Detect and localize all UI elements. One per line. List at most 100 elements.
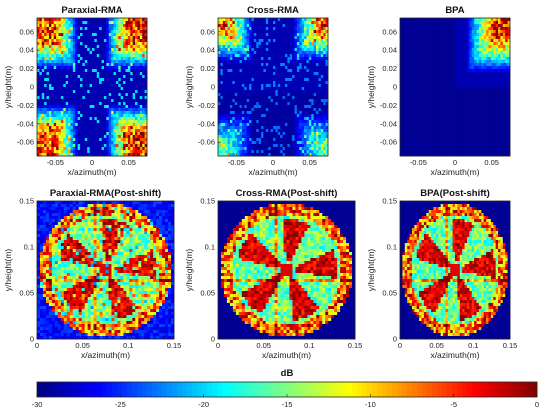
heatmap-cell	[82, 84, 86, 88]
heatmap-cell	[103, 96, 107, 100]
heatmap-cell	[44, 114, 47, 118]
heatmap-cell	[270, 135, 274, 139]
heatmap-cell	[481, 51, 485, 55]
heatmap-cell	[289, 87, 293, 91]
heatmap-cell	[94, 126, 98, 130]
heatmap-cell	[77, 21, 81, 25]
heatmap-cell	[325, 75, 329, 79]
heatmap-cell	[130, 36, 133, 40]
heatmap-cell	[261, 60, 264, 64]
heatmap-cell	[268, 51, 271, 55]
heatmap-cell	[63, 45, 67, 49]
heatmap-cell	[227, 72, 231, 76]
heatmap-cell	[270, 114, 274, 118]
heatmap-cell	[115, 90, 119, 94]
heatmap-cell	[232, 117, 236, 121]
heatmap-cell	[227, 138, 231, 142]
heatmap-cell	[99, 81, 102, 85]
heatmap-cell	[282, 30, 286, 34]
heatmap-cell	[311, 138, 314, 142]
heatmap-cell	[495, 48, 499, 52]
heatmap-cell	[287, 87, 291, 91]
heatmap-cell	[289, 33, 293, 37]
heatmap-cell	[139, 51, 143, 55]
heatmap-cell	[443, 24, 446, 28]
heatmap-cell	[241, 51, 245, 55]
heatmap-cell	[316, 99, 319, 103]
heatmap-cell	[68, 150, 71, 154]
heatmap-cell	[123, 30, 126, 34]
heatmap-cell	[51, 24, 55, 28]
heatmap-cell	[60, 144, 64, 148]
heatmap-cell	[229, 87, 233, 91]
heatmap-cell	[445, 45, 449, 49]
heatmap-cell	[101, 39, 105, 43]
heatmap-cell	[447, 60, 451, 64]
heatmap-cell	[241, 135, 245, 139]
heatmap-cell	[282, 117, 286, 121]
y-tick-label: 0.04	[19, 46, 34, 55]
heatmap-cell	[70, 141, 74, 145]
heatmap-cell	[311, 105, 314, 109]
heatmap-cell	[282, 84, 286, 88]
heatmap-cell	[308, 111, 312, 115]
heatmap-cell	[246, 132, 250, 136]
heatmap-cell	[130, 141, 133, 145]
heatmap-cell	[270, 66, 274, 70]
heatmap-cell	[323, 36, 326, 40]
heatmap-cell	[275, 18, 279, 22]
heatmap-cell	[289, 48, 293, 52]
heatmap-cell	[225, 129, 228, 133]
heatmap-cell	[270, 27, 274, 31]
heatmap-cell	[108, 66, 112, 70]
heatmap-cell	[490, 30, 494, 34]
heatmap-cell	[280, 147, 283, 151]
heatmap-cell	[87, 66, 90, 70]
heatmap-cell	[232, 66, 236, 70]
heatmap-cell	[51, 99, 55, 103]
heatmap-cell	[239, 57, 243, 61]
heatmap-cell	[253, 120, 257, 124]
heatmap-cell	[280, 126, 283, 130]
heatmap-cell	[277, 114, 281, 118]
heatmap-cell	[72, 108, 76, 112]
heatmap-cell	[316, 27, 319, 31]
heatmap-cell	[323, 27, 326, 31]
heatmap-cell	[225, 21, 228, 25]
heatmap-cell	[82, 144, 86, 148]
heatmap-cell	[142, 45, 145, 49]
heatmap-cell	[82, 90, 86, 94]
heatmap-cell	[137, 126, 141, 130]
heatmap-cell	[123, 21, 126, 25]
heatmap-cell	[428, 30, 432, 34]
heatmap-cell	[103, 21, 107, 25]
heatmap-cell	[142, 90, 145, 94]
heatmap-cell	[318, 120, 322, 124]
heatmap-cell	[258, 81, 262, 85]
heatmap-cell	[225, 87, 228, 91]
heatmap-cell	[452, 42, 456, 46]
heatmap-cell	[58, 18, 62, 22]
heatmap-cell	[301, 60, 305, 64]
heatmap-cell	[99, 135, 102, 139]
heatmap-cell	[222, 105, 226, 109]
heatmap-cell	[46, 66, 50, 70]
heatmap-cell	[72, 114, 76, 118]
heatmap-cell	[103, 69, 107, 73]
heatmap-cell	[294, 87, 298, 91]
heatmap-cell	[234, 108, 238, 112]
heatmap-cell	[115, 51, 119, 55]
heatmap-cell	[58, 99, 62, 103]
heatmap-cell	[241, 147, 245, 151]
heatmap-cell	[407, 57, 410, 61]
heatmap-cell	[263, 150, 267, 154]
heatmap-cell	[265, 150, 269, 154]
heatmap-cell	[84, 57, 88, 61]
heatmap-cell	[232, 27, 236, 31]
heatmap-cell	[299, 21, 303, 25]
heatmap-cells	[400, 18, 511, 157]
heatmap-cell	[120, 141, 124, 145]
heatmap-cell	[292, 87, 295, 91]
heatmap-cell	[440, 24, 444, 28]
heatmap-cell	[251, 30, 255, 34]
